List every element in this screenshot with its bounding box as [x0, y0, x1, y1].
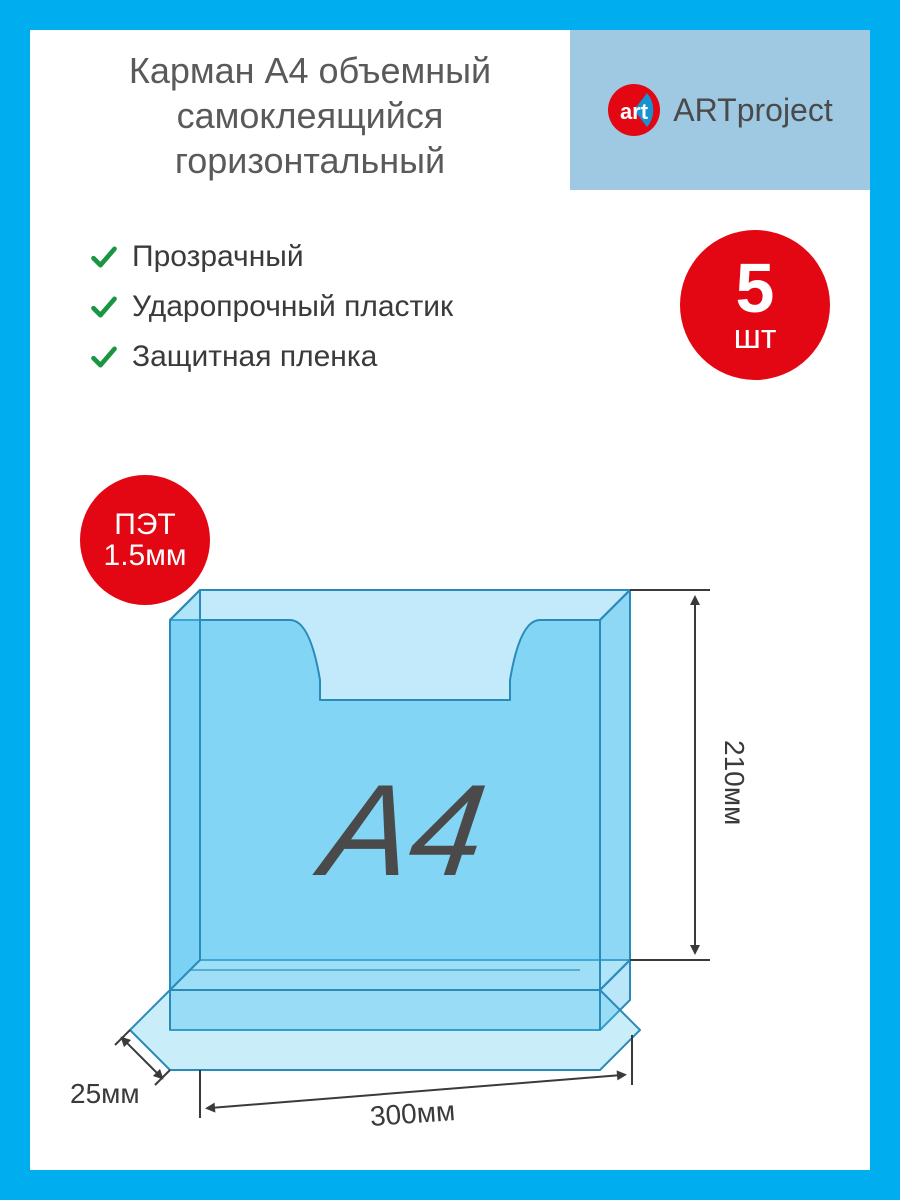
format-label: А4 [314, 755, 494, 905]
product-title: Карман А4 объемный самоклеящийся горизон… [30, 30, 570, 190]
brand-block: art ARTproject [570, 30, 870, 190]
height-dimension: 210мм [718, 740, 750, 825]
title-line-1: Карман А4 объемный [60, 48, 560, 93]
check-icon [90, 343, 118, 371]
width-dimension: 300мм [369, 1095, 456, 1133]
header: Карман А4 объемный самоклеящийся горизон… [30, 30, 870, 190]
title-line-3: горизонтальный [60, 138, 560, 183]
svg-text:art: art [620, 99, 649, 124]
card: Карман А4 объемный самоклеящийся горизон… [30, 30, 870, 1170]
feature-text: Ударопрочный пластик [132, 290, 453, 324]
feature-text: Прозрачный [132, 240, 304, 274]
quantity-unit: шт [734, 320, 777, 354]
product-diagram: А4 210мм 300мм 25мм [70, 530, 850, 1150]
check-icon [90, 243, 118, 271]
brand-name: ARTproject [673, 92, 832, 129]
check-icon [90, 293, 118, 321]
title-line-2: самоклеящийся [60, 93, 560, 138]
quantity-number: 5 [736, 257, 775, 320]
depth-dimension: 25мм [70, 1078, 140, 1110]
quantity-badge: 5 шт [680, 230, 830, 380]
feature-text: Защитная пленка [132, 340, 377, 374]
brand-logo-icon: art [607, 83, 661, 137]
